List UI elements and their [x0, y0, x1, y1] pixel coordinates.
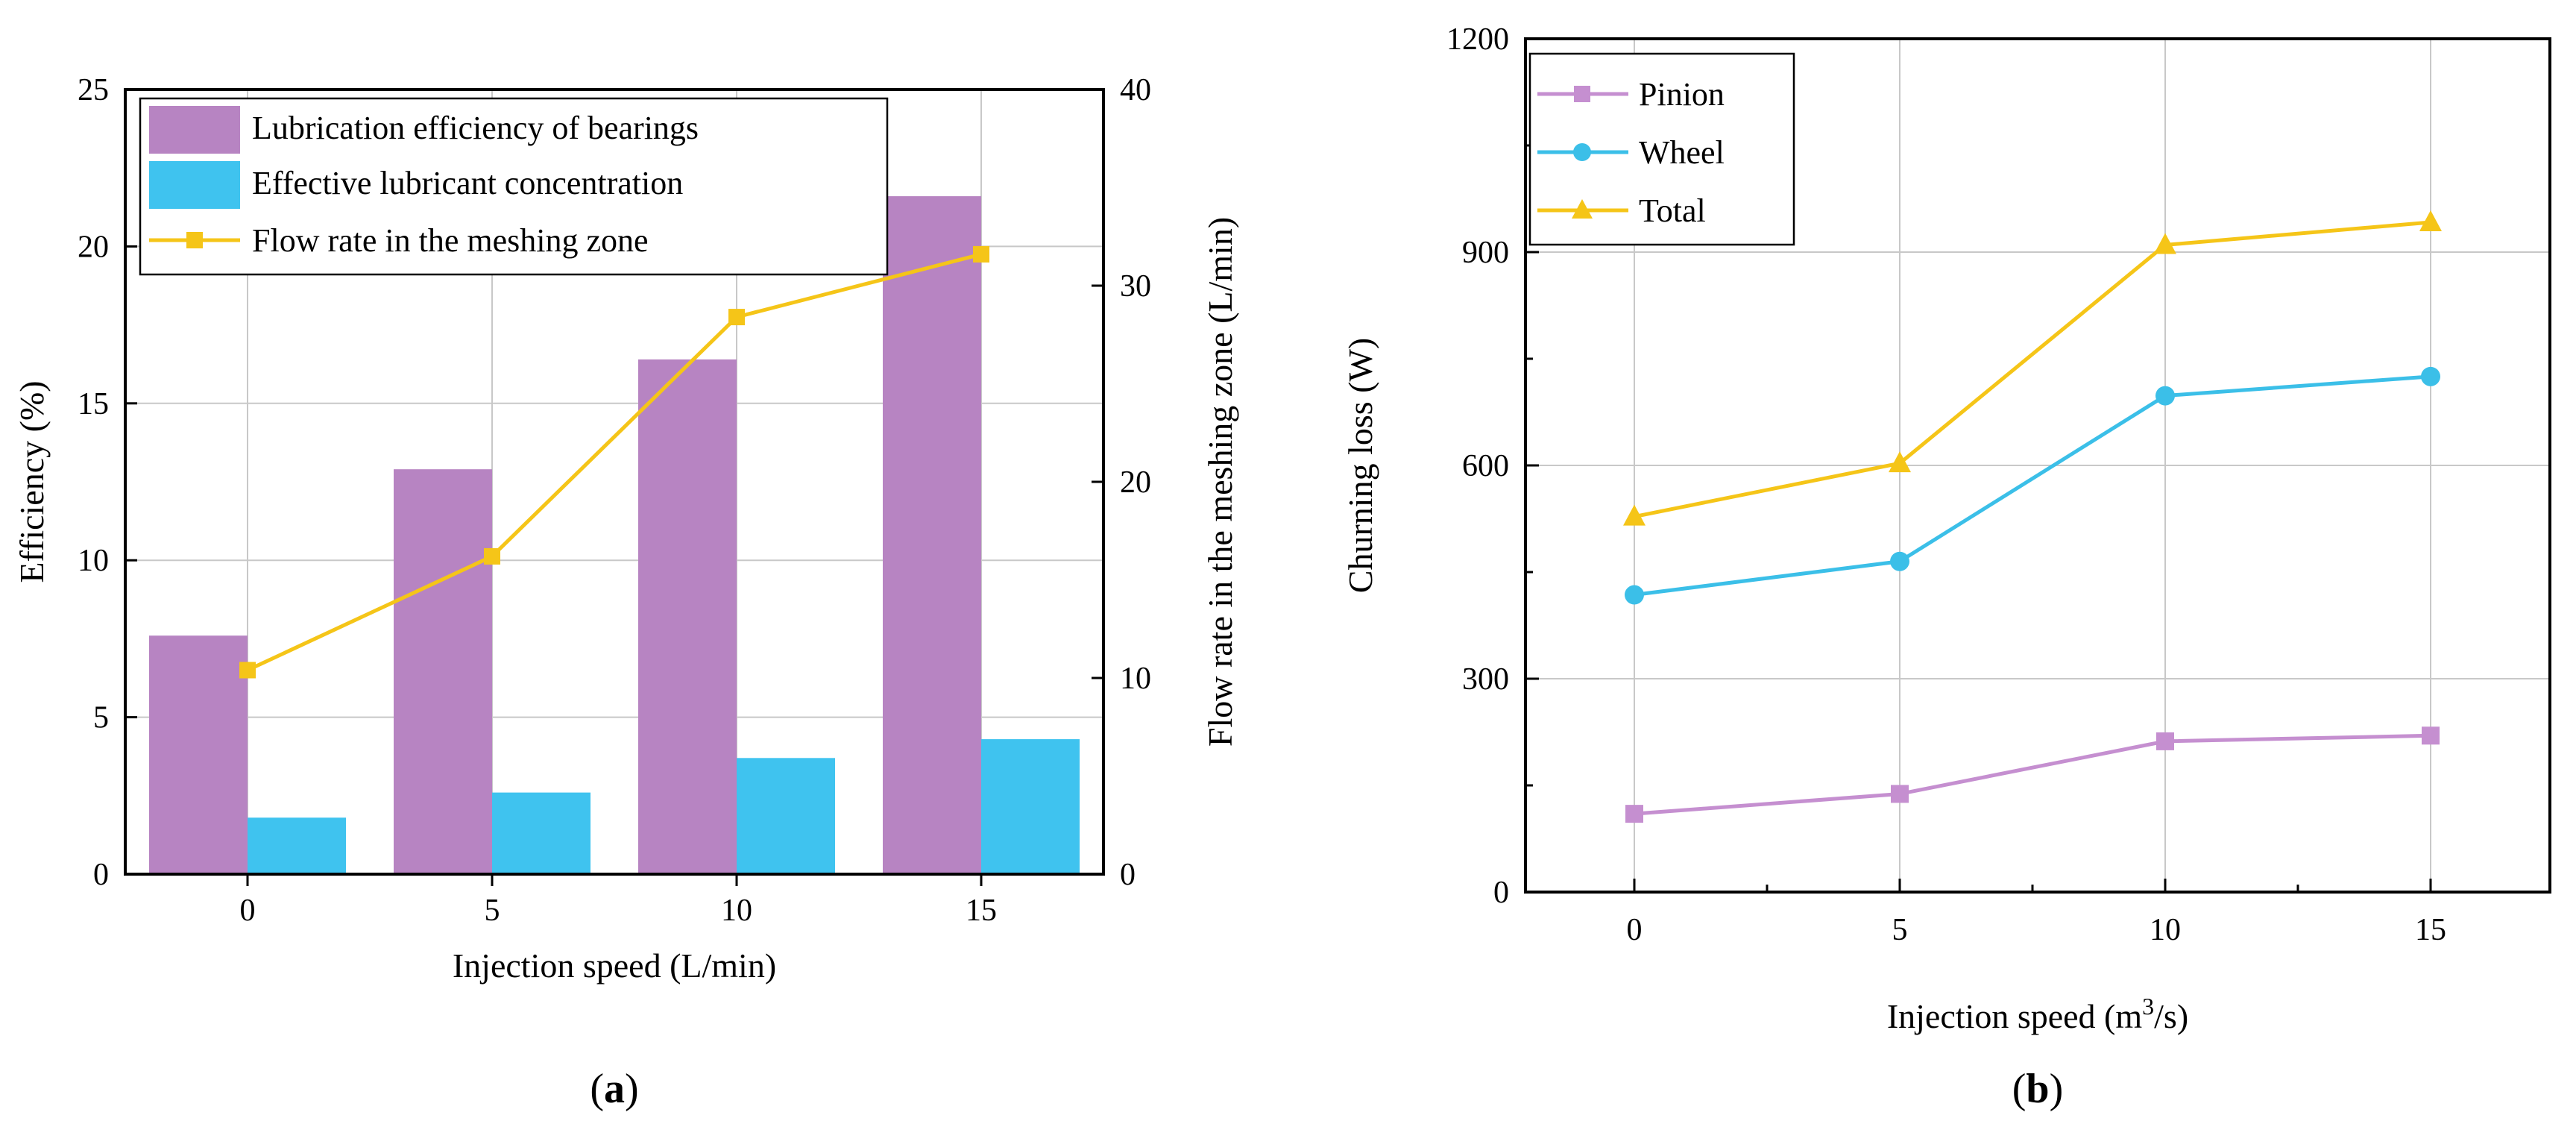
bar [883, 196, 981, 874]
tick-label-y: 15 [78, 387, 109, 421]
chart-b-xlabel-main: Injection speed (m [1887, 997, 2143, 1035]
pinion-point [1625, 805, 1643, 823]
tick-label-y: 5 [93, 701, 109, 735]
tick-label-y: 900 [1462, 236, 1509, 270]
bar [248, 817, 346, 874]
tick-label-y: 1200 [1446, 22, 1509, 57]
pinion-point [2156, 732, 2174, 750]
flow-rate-point [728, 309, 745, 326]
total-point [2154, 233, 2176, 254]
pinion-point [2422, 726, 2440, 745]
flow-rate-line [246, 252, 982, 672]
legend-box [139, 97, 889, 276]
chart-a-caption: (a) [590, 1066, 638, 1112]
legend-label-wheel: Wheel [1639, 134, 1725, 171]
flow-rate-point [973, 245, 989, 263]
wheel-point [1890, 551, 1909, 571]
bar [149, 635, 248, 874]
legend-label-flow: Flow rate in the meshing zone [252, 222, 649, 259]
tick-label-x: 5 [485, 894, 500, 928]
tick-label-y: 25 [78, 73, 109, 107]
bar [981, 739, 1080, 874]
wheel-point [1625, 585, 1644, 605]
tick-label-y2: 20 [1120, 465, 1151, 500]
tick-label-y2: 10 [1120, 662, 1151, 696]
chart-a: 0 5 10 15 20 25 0 10 20 30 40 0 5 10 15 Injection spee… [13, 73, 1239, 1112]
tick-label-y: 0 [1493, 876, 1509, 910]
legend-marker-wheel [1573, 143, 1591, 161]
chart-b-xlabel-tail: /s) [2154, 997, 2188, 1035]
tick-label-x: 10 [2150, 913, 2181, 947]
tick-label-y: 0 [93, 858, 109, 892]
legend-swatch-concentration [149, 161, 240, 209]
legend-marker-total [1572, 199, 1593, 219]
total-point [1889, 451, 1911, 473]
tick-label-x: 5 [1892, 913, 1908, 947]
tick-label-y: 300 [1462, 662, 1509, 697]
legend-label-lubrication: Lubrication efficiency of bearings [252, 110, 699, 146]
legend-label-total: Total [1639, 192, 1706, 229]
tick-label-x: 15 [2415, 913, 2446, 947]
wheel-line [1634, 374, 2431, 597]
legend-label-concentration: Effective lubricant concentration [252, 165, 683, 201]
tick-label-y2: 30 [1120, 269, 1151, 304]
total-line [1634, 220, 2431, 519]
pinion-point [1891, 785, 1909, 803]
bar [737, 758, 835, 874]
wheel-point [2421, 366, 2440, 386]
tick-label-y: 20 [78, 230, 109, 264]
bar [638, 359, 737, 874]
tick-label-y2: 0 [1120, 858, 1136, 892]
chart-a-ylabel-right: Flow rate in the meshing zone (L/min) [1201, 217, 1239, 747]
caption-letter-b: b [2026, 1066, 2049, 1112]
legend-marker-flow [186, 232, 203, 248]
tick-label-x: 10 [721, 894, 752, 928]
tick-label-y2: 40 [1120, 73, 1151, 107]
chart-b-xlabel-sup: 3 [2142, 993, 2154, 1020]
chart-b-xlabel: Injection speed (m3/s) [1887, 993, 2188, 1035]
flow-rate-point [484, 547, 500, 565]
chart-b: 0 300 600 900 1200 0 5 10 15 Injection speed (m3… [1341, 22, 2551, 1112]
tick-label-y: 10 [78, 544, 109, 578]
chart-a-legend: Lubrication efficiency of bearings Effec… [139, 97, 889, 276]
legend-swatch-lubrication [149, 106, 240, 154]
chart-b-legend: Pinion Wheel Total [1528, 52, 1795, 246]
tick-label-x: 15 [966, 894, 997, 928]
tick-label-x: 0 [240, 894, 256, 928]
tick-label-y: 600 [1462, 449, 1509, 483]
bar [492, 792, 591, 874]
legend-label-pinion: Pinion [1639, 76, 1725, 113]
pinion-line [1634, 733, 2431, 816]
chart-b-caption: (b) [2012, 1066, 2063, 1112]
chart-b-ylabel: Churning loss (W) [1341, 338, 1379, 593]
tick-label-x: 0 [1627, 913, 1643, 947]
legend-marker-pinion [1574, 86, 1590, 102]
caption-letter-a: a [604, 1066, 625, 1112]
flow-rate-point [239, 662, 256, 679]
total-point [2419, 210, 2442, 231]
wheel-point [2155, 386, 2175, 406]
bar [394, 469, 492, 874]
total-point [1623, 504, 1646, 526]
chart-a-xlabel: Injection speed (L/min) [453, 946, 776, 985]
chart-a-ylabel: Efficiency (%) [13, 380, 51, 583]
